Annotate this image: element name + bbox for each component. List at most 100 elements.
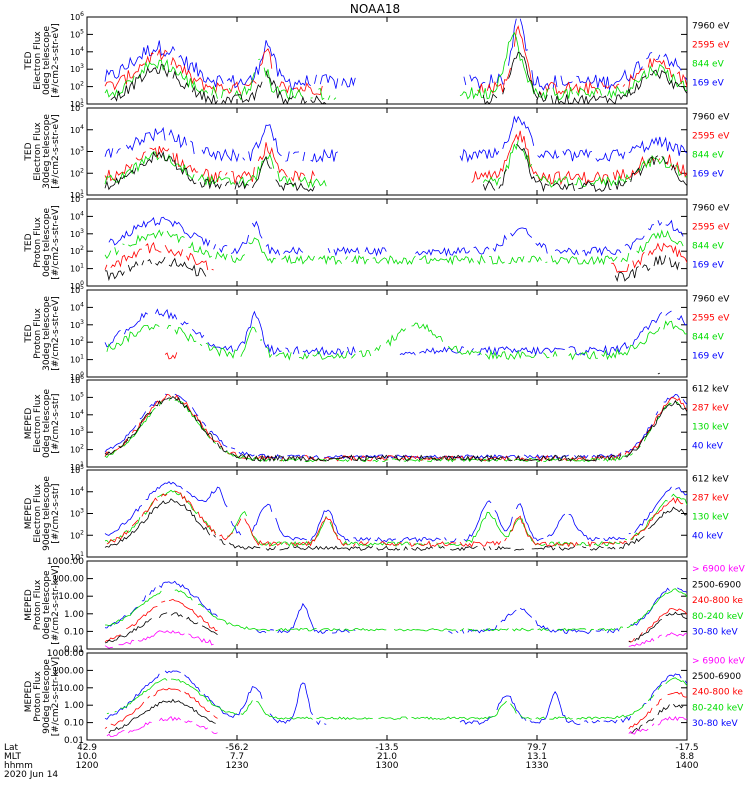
series-black — [104, 143, 687, 193]
y-tick-label: 102 — [70, 444, 84, 455]
panel-2: 101 102 103 104 105 TED Electron Flux 30deg tel… — [24, 102, 730, 200]
series-green — [105, 398, 685, 462]
y-tick-label: 101 — [70, 189, 84, 200]
y-tick-label: 1.00 — [64, 610, 84, 620]
legend-entry: 7960 eV — [692, 113, 730, 123]
y-axis-label: Electron Flux — [33, 31, 43, 90]
y-axis-label: [#/cm2-s-str-eV] — [51, 296, 61, 371]
y-tick-label: 102 — [70, 245, 84, 256]
y-axis-label: 90deg telescope — [42, 476, 52, 551]
legend-entry: 169 eV — [692, 260, 725, 270]
y-axis-label: Electron Flux — [33, 484, 43, 543]
time-axis-value: 1330 — [526, 761, 549, 771]
series-blue — [104, 481, 687, 543]
panel-frame — [86, 107, 688, 196]
y-tick-label: 104 — [70, 301, 84, 312]
time-axis-value: 42.9 — [77, 743, 97, 753]
series-magenta — [106, 715, 687, 738]
time-axis-value: -17.5 — [675, 743, 698, 753]
legend-entry: 130 keV — [692, 513, 729, 523]
legend-entry: 2595 eV — [692, 314, 730, 324]
y-tick-label: 10.00 — [58, 684, 84, 694]
y-axis-label: 0deg telescope — [42, 208, 52, 278]
y-axis-label: 90deg telescope — [42, 659, 52, 734]
series-magenta — [104, 630, 687, 649]
y-axis-label: 30deg telescope — [42, 114, 52, 189]
y-tick-label: 0.01 — [64, 645, 84, 655]
legend-entry: 2595 eV — [692, 41, 730, 51]
series-blue — [104, 393, 687, 459]
y-tick-label: 101 — [70, 461, 84, 472]
time-axis: Lat 42.9 -56.2 -13.5 79.7 -17.5 MLT 10.0 7.7 21.0… — [4, 743, 699, 780]
series-black — [657, 372, 660, 375]
series-blue — [104, 18, 687, 91]
series-black — [104, 498, 687, 552]
panel-frame — [86, 560, 688, 650]
legend-entry: > 6900 keV — [692, 657, 746, 667]
legend-entry: 30-80 keV — [692, 719, 738, 729]
series-black — [104, 396, 687, 463]
legend-entry: 169 eV — [692, 351, 725, 361]
series-black — [104, 611, 687, 644]
y-axis-label: [#/cm2-s-str-eV] — [51, 114, 61, 189]
panel-7: 0.01 0.10 1.00 10.00 100.00 1000.00 MEPED Proto… — [24, 557, 746, 655]
series-red — [104, 241, 687, 273]
legend-entry: 612 keV — [692, 475, 729, 485]
y-axis-label: Electron Flux — [33, 122, 43, 181]
y-tick-label: 105 — [70, 102, 84, 113]
y-axis-label: 30deg telescope — [42, 296, 52, 371]
y-tick-label: 102 — [70, 81, 84, 92]
time-axis-value: 79.7 — [527, 743, 547, 753]
y-tick-label: 0.10 — [64, 719, 84, 729]
legend-entry: 130 keV — [692, 423, 729, 433]
y-axis-label: [#/cm2-s-str-keV] — [51, 657, 61, 736]
legend-entry: 844 eV — [692, 242, 725, 252]
legend-entry: 40 keV — [692, 441, 724, 451]
time-axis-row-label: MLT — [4, 752, 22, 762]
series-blue — [104, 115, 687, 163]
time-axis-value: 21.0 — [377, 752, 397, 762]
legend-entry: 844 eV — [692, 151, 725, 161]
y-tick-label: 104 — [70, 46, 84, 57]
y-axis-label: MEPED — [24, 589, 34, 621]
y-tick-label: 100.00 — [53, 666, 85, 676]
chart-title: NOAA18 — [350, 2, 400, 16]
y-tick-label: 1000.00 — [47, 557, 84, 567]
series-green — [106, 320, 687, 361]
series-blue — [104, 308, 687, 357]
series-red — [104, 393, 687, 462]
y-tick-label: 101 — [70, 551, 84, 562]
y-axis-label: Electron Flux — [33, 394, 43, 453]
time-axis-value: 1300 — [376, 761, 399, 771]
legend-entry: 612 keV — [692, 385, 729, 395]
y-tick-label: 104 — [70, 124, 84, 135]
panel-1: 101 102 103 104 105 106 TED Electron Flux 0deg t… — [24, 11, 730, 109]
y-axis-label: [#/cm2-s-str] — [51, 393, 61, 453]
legend-entry: 30-80 keV — [692, 628, 738, 638]
y-tick-label: 105 — [70, 28, 84, 39]
series-red — [104, 25, 687, 96]
y-tick-label: 103 — [70, 319, 84, 330]
series-blue — [104, 580, 687, 635]
panel-4: 100 101 102 103 104 105 TED Proton Flux 30deg te… — [24, 284, 730, 382]
y-tick-label: 103 — [70, 146, 84, 157]
series-green — [106, 677, 687, 720]
y-axis-label: [#/cm2-s-str-keV] — [51, 565, 61, 644]
series-red — [107, 491, 687, 546]
series-red — [104, 687, 687, 730]
y-tick-label: 106 — [70, 374, 84, 385]
series-red — [104, 598, 687, 643]
series-red — [164, 352, 178, 360]
legend-entry: 2595 eV — [692, 132, 730, 142]
legend-entry: 169 eV — [692, 169, 725, 179]
y-axis-label: TED — [24, 142, 34, 161]
time-axis-row-label: Lat — [4, 743, 19, 753]
y-axis-label: 0deg telescope — [42, 389, 52, 459]
panel-5: 101 102 103 104 105 106 MEPED Electron Flux 0deg… — [24, 374, 729, 472]
time-axis-value: 1200 — [76, 761, 99, 771]
legend-entry: 287 keV — [692, 404, 729, 414]
time-axis-value: 13.1 — [527, 752, 547, 762]
time-axis-value: 7.7 — [230, 752, 244, 762]
